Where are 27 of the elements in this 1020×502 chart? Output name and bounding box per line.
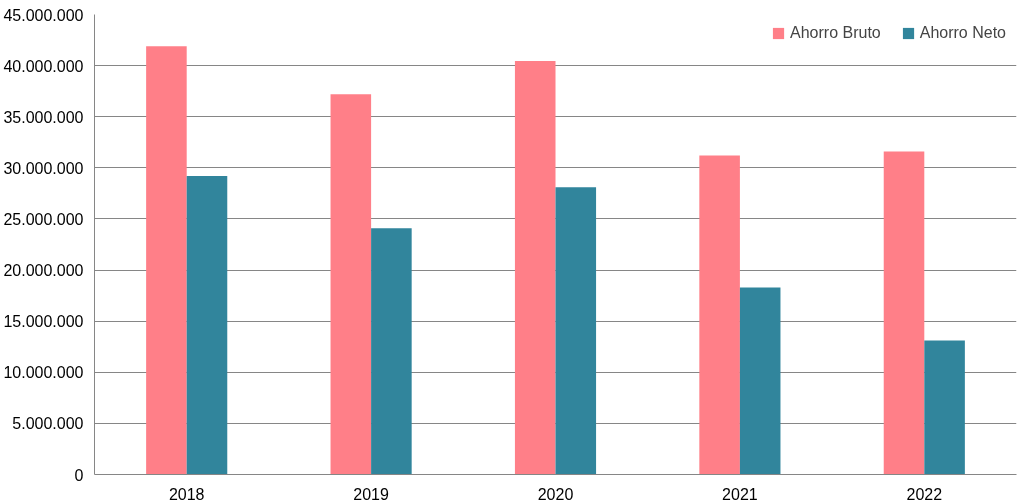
legend-label: Ahorro Neto (919, 24, 1006, 42)
bar (330, 94, 372, 475)
y-tick-label: 35.000.000 (3, 108, 84, 126)
x-tick-label: 2019 (353, 485, 389, 502)
x-tick-label: 2021 (722, 485, 758, 502)
x-tick-label: 2020 (537, 485, 574, 502)
bar (883, 151, 925, 475)
y-tick-label: 30.000.000 (3, 159, 84, 177)
bar (371, 228, 412, 475)
legend-label: Ahorro Bruto (790, 24, 881, 42)
y-tick-label: 20.000.000 (3, 262, 84, 280)
bar (924, 340, 965, 475)
x-tick-label: 2018 (168, 485, 205, 502)
y-tick-label: 10.000.000 (3, 364, 84, 382)
y-tick-label: 0 (74, 466, 84, 484)
bar (699, 155, 740, 475)
y-tick-label: 40.000.000 (3, 57, 84, 75)
y-tick-label: 25.000.000 (3, 210, 84, 228)
bar (514, 61, 556, 475)
bar (186, 176, 228, 475)
bar (739, 287, 781, 475)
y-tick-label: 5.000.000 (12, 415, 84, 433)
bar (555, 187, 597, 475)
y-tick-label: 15.000.000 (3, 313, 84, 331)
y-tick-label: 45.000.000 (3, 6, 84, 24)
x-tick-label: 2022 (906, 485, 943, 502)
bar (146, 46, 187, 475)
